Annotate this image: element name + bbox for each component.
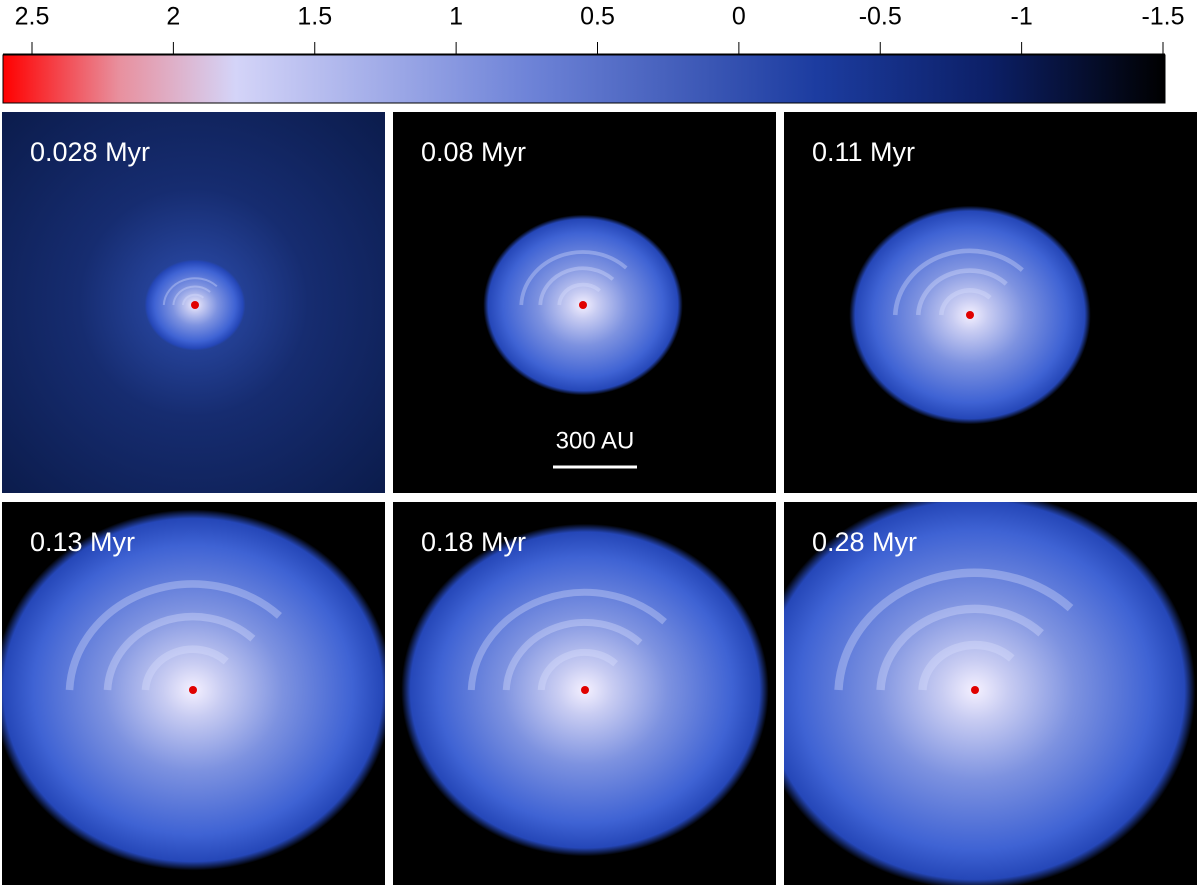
panel: 0.13 Myr	[2, 502, 385, 885]
panel-label: 0.28 Myr	[812, 527, 917, 557]
tick-label: 1	[449, 3, 463, 31]
spiral-arm	[182, 293, 205, 306]
panel: 0.11 Myr	[784, 112, 1197, 493]
spiral-arm	[557, 282, 601, 306]
star	[581, 686, 589, 694]
scale-bar-label: 300 AU	[556, 427, 635, 454]
spiral-arm	[519, 250, 628, 306]
panel-label: 0.18 Myr	[421, 527, 526, 557]
tick-label: -1	[1011, 3, 1033, 31]
spiral-arm	[876, 604, 1044, 691]
disk-group	[849, 205, 1091, 425]
colorbar-ticks: 2.5 2 1.5 1 0.5 0 -0.5 -1 -1.5	[15, 3, 1185, 54]
spiral-arm	[834, 568, 1074, 691]
spiral-arm	[538, 266, 615, 306]
spiral-arm	[915, 268, 1008, 316]
tick-label: -0.5	[859, 3, 902, 31]
disk-group	[784, 502, 1196, 885]
star	[191, 301, 199, 309]
spiral-arm	[162, 277, 218, 306]
panel-label: 0.028 Myr	[30, 137, 150, 167]
tick-label: -1.5	[1141, 3, 1184, 31]
panel-label: 0.08 Myr	[421, 137, 526, 167]
tick-label: 0.5	[580, 3, 615, 31]
disk-group	[144, 259, 246, 351]
panel: 0.28 Myr	[784, 502, 1197, 885]
spiral-arm	[892, 248, 1024, 316]
star	[579, 301, 587, 309]
disk-group	[483, 214, 683, 396]
spiral-arm	[141, 645, 229, 691]
spiral-arm	[502, 618, 643, 691]
spiral-arm	[172, 285, 211, 306]
panel-label: 0.13 Myr	[30, 527, 135, 557]
spiral-arm	[467, 588, 667, 691]
spiral-arm	[537, 649, 618, 691]
tick-label: 2.5	[15, 3, 50, 31]
colorbar	[2, 54, 1166, 104]
disk	[784, 502, 1196, 885]
panel: 0.18 Myr	[393, 502, 776, 885]
spiral-arm	[938, 288, 992, 316]
tick-label: 1.5	[297, 3, 332, 31]
disk-group	[401, 523, 769, 857]
tick-label: 0	[732, 3, 746, 31]
star	[966, 311, 974, 319]
spiral-arm	[65, 580, 282, 691]
spiral-arm	[918, 640, 1015, 691]
panel: 0.08 Myr	[393, 112, 776, 493]
panel: 0.028 Myr	[2, 112, 385, 493]
tick-label: 2	[166, 3, 180, 31]
panels: 0.028 Myr 0.08 Myr 0.11 Myr 0.13 Myr 0.18 My…	[2, 112, 1197, 885]
star	[971, 686, 979, 694]
spiral-arm	[103, 612, 256, 691]
panel-label: 0.11 Myr	[812, 137, 915, 167]
star	[189, 686, 197, 694]
disk-group	[2, 509, 385, 871]
